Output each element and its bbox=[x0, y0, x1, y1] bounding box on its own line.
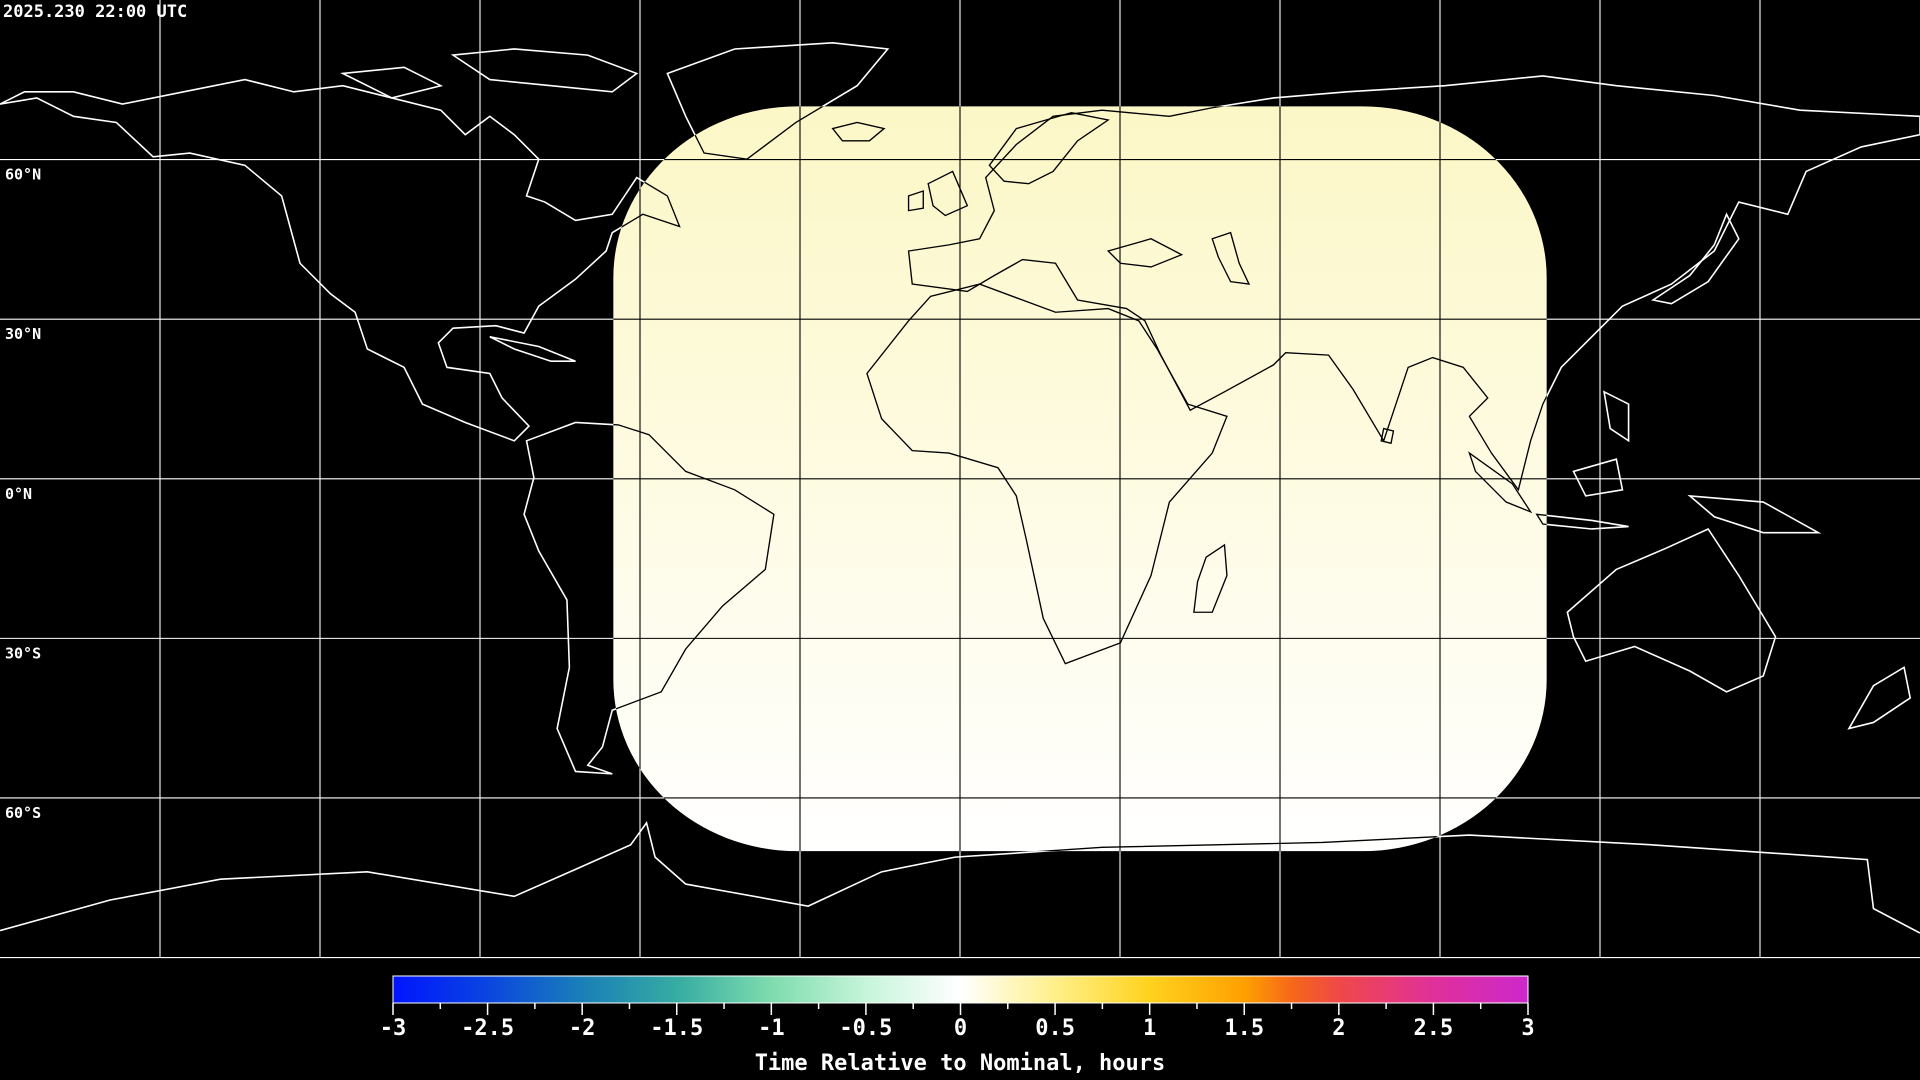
colorbar-tick-label: -3 bbox=[380, 1016, 407, 1041]
colorbar-tick-label: -0.5 bbox=[839, 1016, 892, 1041]
colorbar-gradient bbox=[392, 975, 1529, 1004]
latitude-label: 60°S bbox=[5, 804, 41, 822]
colorbar-title: Time Relative to Nominal, hours bbox=[755, 1051, 1166, 1076]
colorbar: -3 -2.5 -2 -1.5 -1 -0.5 0 0.5 1 1.5 2 2.5 3 Time Rel… bbox=[380, 975, 1535, 1076]
colorbar-tick-label: 0 bbox=[954, 1016, 967, 1041]
map-layer bbox=[0, 0, 1920, 959]
colorbar-tick-label: 3 bbox=[1521, 1016, 1534, 1041]
colorbar-tick-label: -1.5 bbox=[650, 1016, 703, 1041]
colorbar-tick-label: 0.5 bbox=[1035, 1016, 1075, 1041]
latitude-label: 30°S bbox=[5, 644, 41, 662]
latitude-labels: 60°N 30°N 0°N 30°S 60°S bbox=[5, 166, 41, 822]
timestamp-label: 2025.230 22:00 UTC bbox=[3, 2, 187, 22]
latitude-label: 0°N bbox=[5, 485, 32, 503]
latitude-label: 30°N bbox=[5, 325, 41, 343]
colorbar-ticks: -3 -2.5 -2 -1.5 -1 -0.5 0 0.5 1 1.5 2 2.5 3 bbox=[380, 1003, 1535, 1041]
colorbar-tick-label: 2.5 bbox=[1414, 1016, 1454, 1041]
colorbar-tick-label: 2 bbox=[1332, 1016, 1345, 1041]
colorbar-tick-label: -2 bbox=[569, 1016, 596, 1041]
colorbar-tick-label: -2.5 bbox=[461, 1016, 514, 1041]
colorbar-tick-label: -1 bbox=[758, 1016, 785, 1041]
colorbar-tick-label: 1.5 bbox=[1224, 1016, 1264, 1041]
colorbar-tick-label: 1 bbox=[1143, 1016, 1156, 1041]
latitude-label: 60°N bbox=[5, 166, 41, 184]
